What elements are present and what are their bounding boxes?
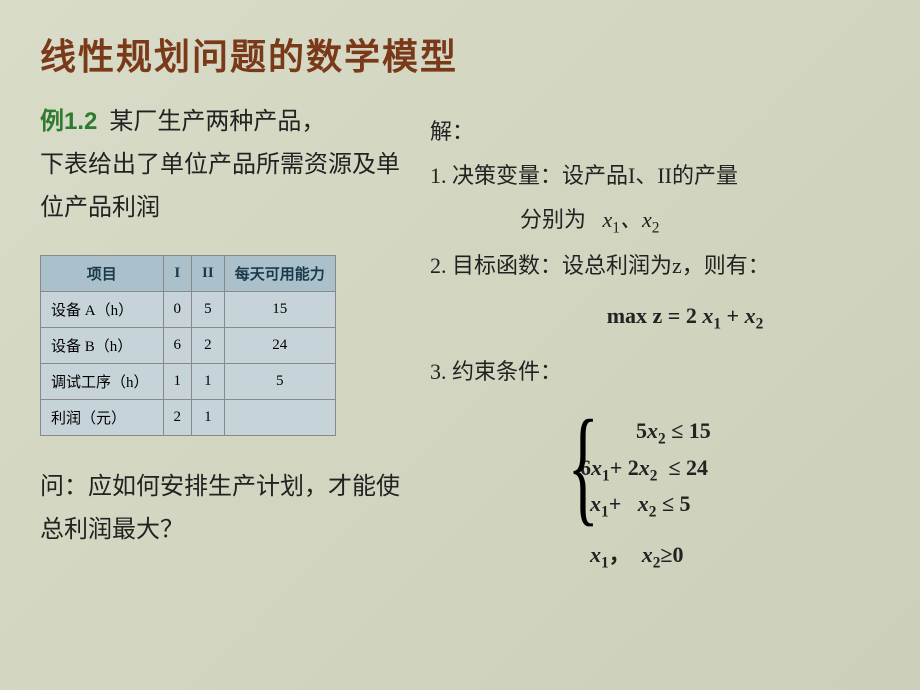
r3c3 <box>224 399 335 435</box>
left-column: 例1.2 某厂生产两种产品， 下表给出了单位产品所需资源及单位产品利润 项目 I… <box>40 100 400 574</box>
resource-table: 项目 I II 每天可用能力 设备 A（h） 0 5 15 设备 B（h） <box>40 255 336 436</box>
decision-vars: x1、x2 <box>603 207 660 232</box>
table-header-row: 项目 I II 每天可用能力 <box>41 255 336 291</box>
r0c3: 15 <box>224 291 335 327</box>
constraint-1: 5x2 ≤ 15 <box>580 414 880 451</box>
r0c1: 0 <box>163 291 192 327</box>
slide: 线性规划问题的数学模型 例1.2 某厂生产两种产品， 下表给出了单位产品所需资源… <box>0 0 920 690</box>
r3c2: 1 <box>192 399 225 435</box>
columns: 例1.2 某厂生产两种产品， 下表给出了单位产品所需资源及单位产品利润 项目 I… <box>40 100 880 574</box>
step3: 3. 约束条件： <box>430 350 880 394</box>
r3c1: 2 <box>163 399 192 435</box>
objective-function: max z = 2 x1 + x2 <box>490 294 880 340</box>
r1c2: 2 <box>192 327 225 363</box>
step2: 2. 目标函数：设总利润为z，则有： <box>430 244 880 288</box>
problem-text: 例1.2 某厂生产两种产品， 下表给出了单位产品所需资源及单位产品利润 <box>40 100 400 231</box>
example-label: 例1.2 <box>40 108 97 135</box>
left-brace-icon: { <box>568 408 599 525</box>
r2c3: 5 <box>224 363 335 399</box>
step1-line2: 分别为 x1、x2 <box>430 198 880 244</box>
r1c1: 6 <box>163 327 192 363</box>
slide-title: 线性规划问题的数学模型 <box>40 28 880 80</box>
th-cap: 每天可用能力 <box>224 255 335 291</box>
step1-b: 分别为 <box>520 207 586 232</box>
constraint-list: 5x2 ≤ 15 6x1+ 2x2 ≤ 24 x1+ x2 ≤ 5 x1， x2… <box>580 414 880 574</box>
constraints: { 5x2 ≤ 15 6x1+ 2x2 ≤ 24 x1+ x2 ≤ 5 x1， … <box>580 414 880 574</box>
r0c2: 5 <box>192 291 225 327</box>
table-row: 设备 A（h） 0 5 15 <box>41 291 336 327</box>
r3c0: 利润（元） <box>41 399 164 435</box>
right-column: 解： 1. 决策变量：设产品I、II的产量 分别为 x1、x2 2. 目标函数：… <box>430 100 880 574</box>
problem-line2: 下表给出了单位产品所需资源及单位产品利润 <box>40 152 400 221</box>
problem-line1: 某厂生产两种产品， <box>109 109 325 135</box>
r1c3: 24 <box>224 327 335 363</box>
th-p1: I <box>163 255 192 291</box>
step1-line1: 1. 决策变量：设产品I、II的产量 <box>430 154 880 198</box>
question-text: 问：应如何安排生产计划，才能使总利润最大？ <box>40 466 400 552</box>
constraint-2: 6x1+ 2x2 ≤ 24 <box>580 451 880 488</box>
solution-label: 解： <box>430 110 880 154</box>
r2c0: 调试工序（h） <box>41 363 164 399</box>
r1c0: 设备 B（h） <box>41 327 164 363</box>
r0c0: 设备 A（h） <box>41 291 164 327</box>
r2c2: 1 <box>192 363 225 399</box>
table-row: 设备 B（h） 6 2 24 <box>41 327 336 363</box>
table-row: 利润（元） 2 1 <box>41 399 336 435</box>
th-item: 项目 <box>41 255 164 291</box>
r2c1: 1 <box>163 363 192 399</box>
table-row: 调试工序（h） 1 1 5 <box>41 363 336 399</box>
constraint-4: x1， x2≥0 <box>580 538 880 575</box>
th-p2: II <box>192 255 225 291</box>
constraint-3: x1+ x2 ≤ 5 <box>580 487 880 524</box>
